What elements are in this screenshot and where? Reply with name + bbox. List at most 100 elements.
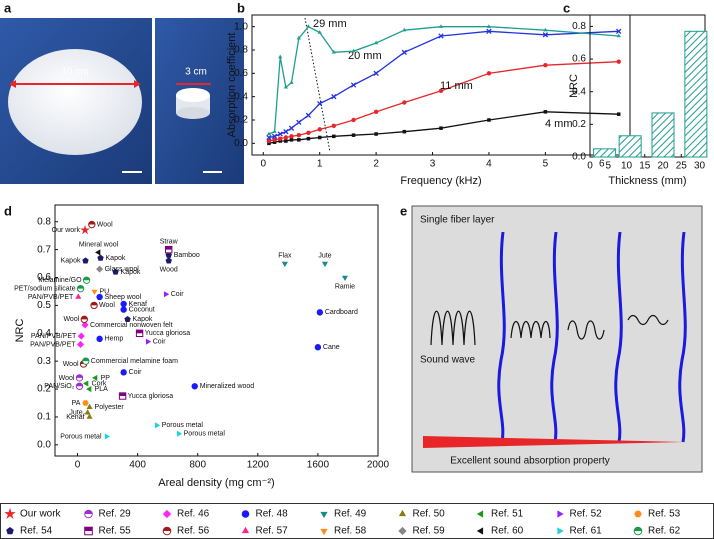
marker-shape (317, 101, 323, 107)
marker-shape (162, 509, 172, 519)
data-point (145, 338, 152, 345)
series-line (268, 30, 619, 139)
marker-shape (297, 138, 301, 142)
data-point (616, 112, 621, 116)
data-point (296, 119, 302, 125)
marker-shape (289, 138, 294, 142)
marker-shape (278, 54, 283, 59)
marker-shape (331, 123, 337, 129)
data-point (271, 133, 278, 139)
marker-shape (96, 293, 103, 301)
marker-shape (543, 27, 548, 32)
marker-shape (283, 135, 289, 140)
y-tick-label: 0.6 (234, 68, 248, 79)
marker-shape (341, 275, 348, 282)
data-point (272, 129, 277, 133)
marker-shape (77, 285, 84, 289)
data-point (296, 35, 301, 40)
panel-label: a (4, 0, 12, 15)
legend-label: Ref. 29 (99, 509, 132, 520)
marker-shape (373, 109, 379, 115)
data-point (289, 134, 294, 139)
legend-marker (476, 510, 484, 518)
marker-shape (320, 528, 328, 536)
data-point (120, 306, 127, 313)
data-point (288, 125, 295, 131)
data-point (75, 293, 82, 299)
data-point (75, 382, 84, 390)
data-point (289, 138, 294, 142)
point-label: Flax (278, 252, 292, 259)
dimension-label: 3 cm (185, 67, 207, 78)
x-tick-label: 3 (430, 159, 436, 170)
data-point (120, 300, 127, 308)
marker-shape (4, 507, 16, 519)
point-label: Wool (63, 361, 79, 368)
data-point (91, 289, 98, 295)
marker-shape (373, 70, 379, 76)
y-axis-title: NRC (568, 74, 580, 98)
gradient-bar (423, 436, 684, 448)
marker-shape (241, 510, 250, 518)
data-point (616, 28, 622, 34)
marker-shape (91, 289, 98, 295)
marker-shape (634, 527, 642, 531)
marker-shape (191, 383, 198, 390)
marker-shape (331, 94, 337, 100)
point-label: Yucca gloriosa (145, 330, 191, 337)
marker-shape (557, 510, 564, 518)
point-label: Cork (92, 380, 107, 387)
marker-shape (543, 110, 548, 114)
y-tick-label: 0.6 (572, 54, 586, 65)
bar (651, 112, 675, 158)
x-tick-label: 2000 (367, 460, 390, 471)
marker-shape (96, 265, 104, 273)
marker-shape (92, 374, 98, 381)
data-point (92, 374, 98, 381)
marker-shape (6, 527, 14, 535)
marker-shape (616, 112, 621, 116)
data-point (306, 24, 311, 28)
marker-shape (350, 82, 357, 88)
legend-marker (162, 526, 172, 536)
y-tick-label: 0.8 (37, 216, 51, 227)
point-label: Our work (52, 227, 81, 234)
point-label: Cane (323, 344, 340, 351)
data-point (438, 24, 444, 28)
x-tick-label: 20 (657, 161, 669, 172)
series-label: 11 mm (440, 80, 473, 92)
marker-shape (272, 140, 277, 144)
marker-shape (176, 430, 183, 437)
point-label: PAN/PVB/PET (31, 333, 77, 340)
data-point (86, 413, 93, 419)
y-tick-label: 0.4 (37, 328, 51, 339)
marker-shape (402, 100, 407, 105)
series-line (268, 25, 619, 135)
point-label: Coir (129, 369, 143, 376)
data-point (120, 369, 127, 376)
legend-marker (241, 510, 250, 518)
legend-marker (557, 510, 564, 518)
marker-shape (616, 33, 621, 38)
point-label: PET/sodium silicate (14, 286, 76, 293)
legend-marker (4, 507, 16, 519)
marker-shape (278, 136, 283, 141)
legend-marker (633, 526, 643, 536)
point-label: Kenaf (66, 414, 84, 421)
data-point (165, 251, 172, 258)
data-point (331, 123, 337, 129)
legend-label: Ref. 52 (570, 509, 603, 520)
marker-shape (306, 130, 311, 136)
data-point (77, 332, 85, 340)
marker-shape (288, 125, 295, 131)
point-label: Kapok (106, 255, 126, 262)
marker-shape (374, 132, 378, 136)
marker-shape (104, 433, 111, 440)
marker-shape (401, 49, 407, 55)
legend-marker (84, 526, 93, 536)
marker-shape (266, 138, 272, 144)
data-point (438, 88, 444, 94)
fiber-layers (497, 231, 687, 443)
marker-shape (81, 321, 89, 329)
x-tick-label: 6 (599, 159, 605, 170)
